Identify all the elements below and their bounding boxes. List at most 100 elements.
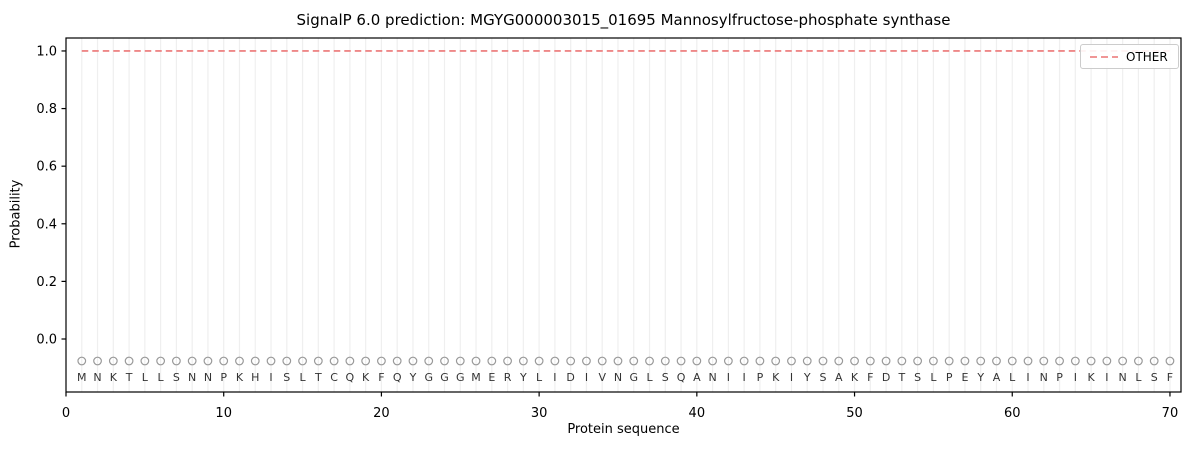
residue-letter: N bbox=[188, 371, 196, 384]
residue-letter: I bbox=[790, 371, 793, 384]
residue-marker-circle bbox=[156, 356, 166, 366]
residue-marker-circle bbox=[708, 356, 718, 366]
residue-marker-circle bbox=[203, 356, 213, 366]
residue-marker-circle bbox=[834, 356, 844, 366]
residue-letter: K bbox=[1087, 371, 1095, 384]
residue-marker-circle bbox=[124, 356, 134, 366]
residue-letter: L bbox=[930, 371, 937, 384]
residue-letter: L bbox=[299, 371, 306, 384]
residue-marker-circle bbox=[250, 356, 260, 366]
legend: OTHER bbox=[1080, 44, 1179, 69]
y-tick-label: 0.4 bbox=[36, 217, 57, 232]
y-tick-label: 0.6 bbox=[36, 160, 57, 175]
residue-marker-circle bbox=[976, 356, 986, 366]
residue-letter: K bbox=[236, 371, 244, 384]
legend-dashed-line-sample bbox=[1090, 55, 1118, 58]
residue-letter: P bbox=[757, 371, 764, 384]
residue-marker-circle bbox=[424, 356, 434, 366]
residue-letter: K bbox=[772, 371, 780, 384]
residue-marker-circle bbox=[865, 356, 875, 366]
residue-marker-circle bbox=[582, 356, 591, 366]
residue-letter: L bbox=[1135, 371, 1142, 384]
residue-letter: I bbox=[1026, 371, 1029, 384]
residue-letter: L bbox=[1009, 371, 1016, 384]
residue-marker-circle bbox=[1007, 356, 1017, 366]
residue-letter: S bbox=[1151, 371, 1158, 384]
residue-letter: D bbox=[566, 371, 574, 384]
residue-letter: P bbox=[1056, 371, 1063, 384]
residue-marker-circle bbox=[408, 356, 418, 366]
residue-letter: H bbox=[251, 371, 259, 384]
residue-letter: V bbox=[598, 371, 606, 384]
residue-marker-circle bbox=[613, 356, 623, 366]
residue-marker-circle bbox=[1070, 356, 1080, 366]
residue-marker-circle bbox=[913, 356, 923, 366]
residue-letter: G bbox=[424, 371, 433, 384]
residue-letter: S bbox=[662, 371, 669, 384]
residue-letter: M bbox=[77, 371, 87, 384]
residue-letter: I bbox=[743, 371, 746, 384]
legend-label: OTHER bbox=[1126, 49, 1168, 64]
residue-marker-circle bbox=[739, 356, 749, 366]
residue-marker-circle bbox=[361, 356, 371, 366]
residue-letter: K bbox=[851, 371, 859, 384]
residue-marker-circle bbox=[377, 356, 386, 366]
residue-letter: C bbox=[330, 371, 338, 384]
residue-letter: D bbox=[882, 371, 890, 384]
residue-marker-circle bbox=[313, 356, 323, 366]
y-axis-label: Probability bbox=[8, 179, 24, 249]
residue-letter: Y bbox=[803, 371, 811, 384]
residue-marker-circle bbox=[345, 356, 355, 366]
residue-marker-circle bbox=[518, 356, 528, 366]
residue-letter: S bbox=[914, 371, 921, 384]
residue-marker-circle bbox=[550, 356, 560, 366]
residue-marker-circle bbox=[629, 356, 639, 366]
residue-letter: M bbox=[471, 371, 481, 384]
residue-letter: E bbox=[488, 371, 495, 384]
residue-letter: Y bbox=[976, 371, 984, 384]
residue-marker-circle bbox=[992, 356, 1001, 366]
residue-letter: I bbox=[1105, 371, 1108, 384]
residue-marker-circle bbox=[440, 356, 449, 366]
residue-letter: E bbox=[961, 371, 968, 384]
residue-marker-circle bbox=[881, 356, 891, 366]
residue-letter: L bbox=[536, 371, 543, 384]
residue-letter: N bbox=[614, 371, 622, 384]
y-tick-label: 0.8 bbox=[36, 102, 57, 117]
x-tick-label: 20 bbox=[373, 406, 390, 421]
x-tick-label: 60 bbox=[1004, 406, 1021, 421]
residue-marker-circle bbox=[1086, 356, 1096, 366]
residue-letter: R bbox=[504, 371, 512, 384]
residue-letter: Q bbox=[393, 371, 402, 384]
residue-letter: K bbox=[362, 371, 370, 384]
y-tick-label: 1.0 bbox=[36, 44, 57, 59]
residue-letter: K bbox=[110, 371, 118, 384]
residue-letter: Y bbox=[519, 371, 527, 384]
residue-marker-circle bbox=[1165, 356, 1175, 366]
residue-marker-circle bbox=[298, 356, 307, 366]
residue-marker-circle bbox=[282, 356, 292, 366]
residue-marker-circle bbox=[108, 356, 118, 366]
x-tick-label: 40 bbox=[689, 406, 706, 421]
residue-letter: L bbox=[158, 371, 165, 384]
residue-letter: N bbox=[1040, 371, 1048, 384]
residue-marker-circle bbox=[93, 356, 102, 366]
residue-marker-circle bbox=[1102, 356, 1112, 366]
residue-letter: T bbox=[314, 371, 322, 384]
residue-marker-circle bbox=[1023, 356, 1033, 366]
residue-marker-circle bbox=[471, 356, 481, 366]
residue-marker-circle bbox=[77, 356, 87, 366]
residue-marker-circle bbox=[487, 356, 497, 366]
residue-letter: A bbox=[993, 371, 1001, 384]
residue-letter: L bbox=[142, 371, 149, 384]
residue-marker-circle bbox=[503, 356, 512, 366]
residue-marker-circle bbox=[455, 356, 465, 366]
residue-letter: A bbox=[693, 371, 701, 384]
residue-letter: N bbox=[1119, 371, 1127, 384]
residue-marker-circle bbox=[723, 356, 733, 366]
residue-letter: Y bbox=[409, 371, 417, 384]
plot-border bbox=[65, 37, 1182, 393]
residue-marker-circle bbox=[1134, 356, 1143, 366]
